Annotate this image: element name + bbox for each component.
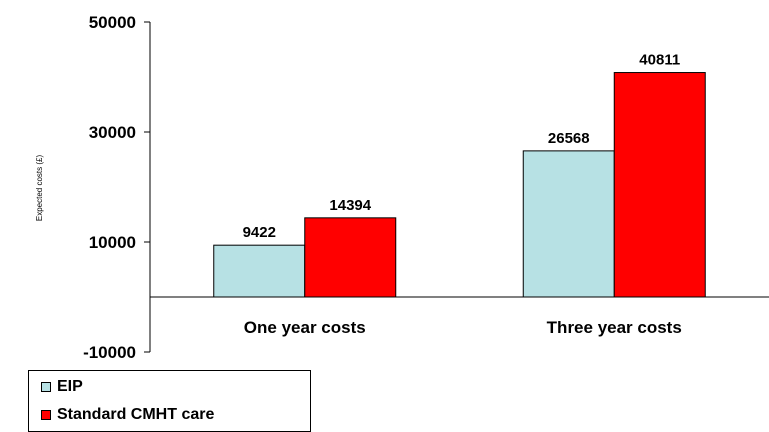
bar-standard-cmht-care-0 — [304, 217, 397, 298]
legend-label-standard-cmht-care: Standard CMHT care — [57, 406, 215, 423]
legend-swatch-standard-cmht-care — [41, 410, 51, 420]
labels: 9422 14394 One year costs 26568 40811 Three y… — [243, 52, 682, 337]
legend-swatch-eip — [41, 382, 51, 392]
y-tick-label: 10000 — [89, 233, 136, 252]
bars — [213, 72, 706, 298]
legend-label-eip: EIP — [57, 378, 83, 395]
legend-item-eip: EIP — [41, 378, 83, 396]
y-tick-label: 50000 — [89, 13, 136, 32]
data-label: 9422 — [243, 224, 276, 241]
y-tick-label: 30000 — [89, 123, 136, 142]
category-label: One year costs — [244, 318, 366, 337]
legend: EIP Standard CMHT care — [28, 370, 311, 432]
data-label: 14394 — [329, 197, 371, 214]
category-label: Three year costs — [547, 318, 682, 337]
bar-eip-1 — [522, 150, 615, 298]
legend-item-standard-cmht-care: Standard CMHT care — [41, 406, 214, 424]
y-axis-label: Expected costs (£) — [35, 155, 44, 222]
data-label: 26568 — [548, 130, 590, 147]
y-tick-label: -10000 — [83, 343, 136, 362]
bar-standard-cmht-care-1 — [613, 72, 706, 298]
bar-eip-0 — [213, 244, 306, 298]
data-label: 40811 — [639, 52, 680, 69]
